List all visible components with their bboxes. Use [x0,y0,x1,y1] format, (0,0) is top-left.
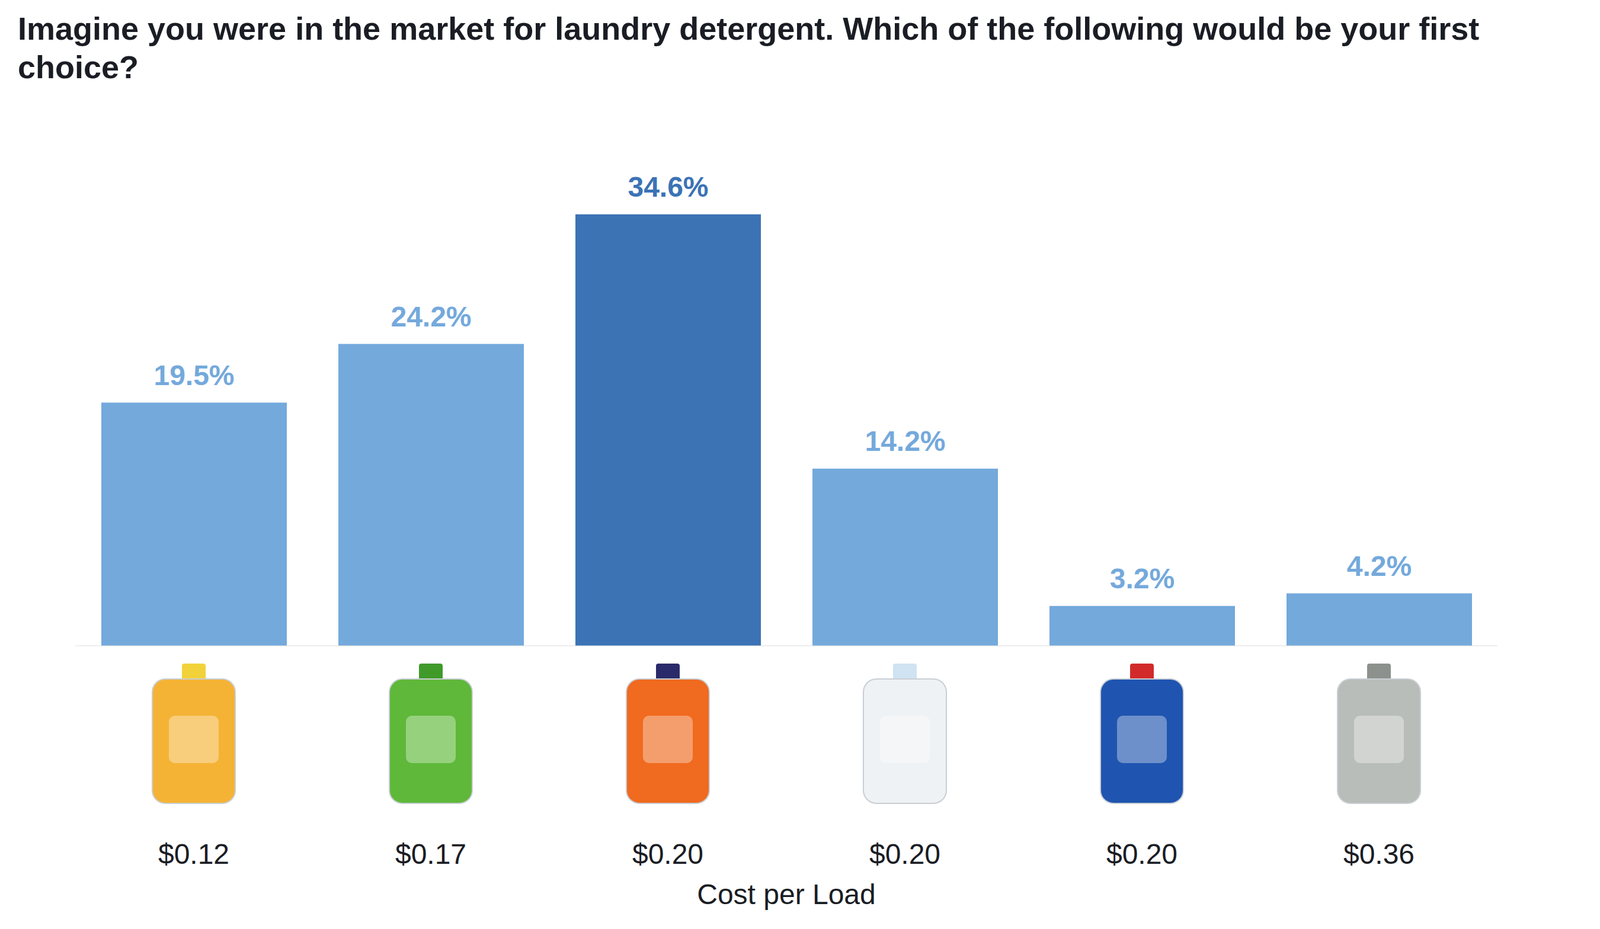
svg-text:$0.20: $0.20 [632,838,704,870]
svg-text:19.5%: 19.5% [153,359,235,392]
svg-text:24.2%: 24.2% [390,301,472,333]
svg-text:34.6%: 34.6% [627,171,709,203]
svg-text:3.2%: 3.2% [1109,562,1175,595]
svg-text:$0.20: $0.20 [869,838,941,870]
svg-text:$0.20: $0.20 [1106,838,1178,870]
svg-text:4.2%: 4.2% [1346,550,1412,582]
svg-text:$0.17: $0.17 [395,838,467,870]
html-text:Imagine you were in the market: Imagine you were in the market for laund… [17,10,1480,85]
svg-text:$0.12: $0.12 [158,838,230,870]
svg-text:14.2%: 14.2% [864,425,946,457]
svg-text:Cost per Load: Cost per Load [696,878,876,911]
svg-text:$0.36: $0.36 [1343,838,1415,870]
